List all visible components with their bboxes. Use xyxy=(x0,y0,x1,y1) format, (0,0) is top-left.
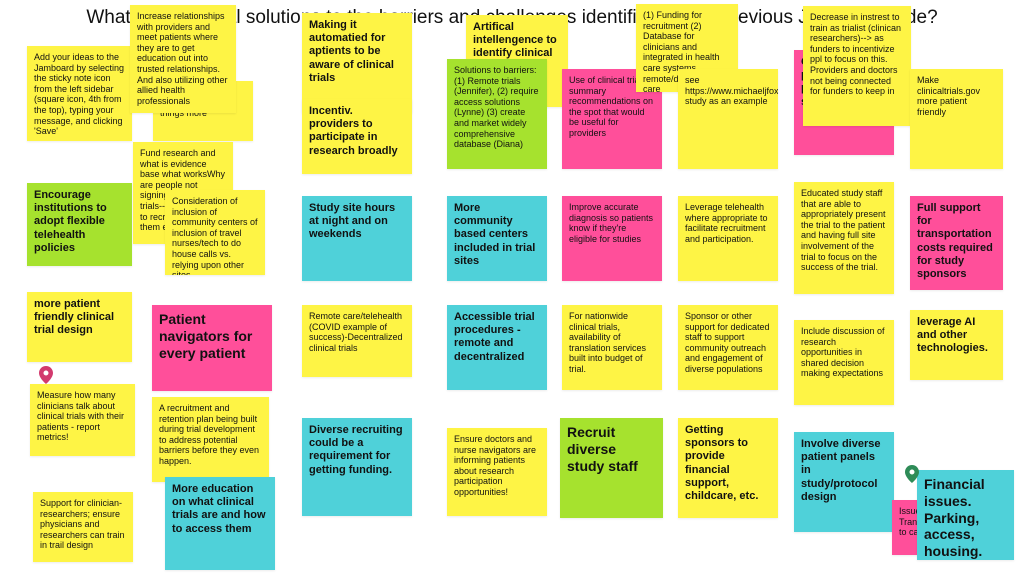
sticky-note[interactable]: Add your ideas to the Jamboard by select… xyxy=(27,46,132,141)
sticky-note[interactable]: Study site hours at night and on weekend… xyxy=(302,196,412,281)
sticky-note[interactable]: More community based centers included in… xyxy=(447,196,547,281)
sticky-note[interactable]: Improve accurate diagnosis so patients k… xyxy=(562,196,662,281)
sticky-note[interactable]: Educated study staff that are able to ap… xyxy=(794,182,894,294)
sticky-note[interactable]: Recruit diverse study staff xyxy=(560,418,663,518)
sticky-note[interactable]: Solutions to barriers: (1) Remote trials… xyxy=(447,59,547,169)
map-pin-icon[interactable] xyxy=(39,368,53,382)
sticky-note[interactable]: Decrease in instrest to train as trialis… xyxy=(803,6,911,126)
sticky-note[interactable]: Full support for transportation costs re… xyxy=(910,196,1003,290)
sticky-note[interactable]: leverage AI and other technologies. xyxy=(910,310,1003,380)
sticky-note[interactable]: More education on what clinical trials a… xyxy=(165,477,275,570)
sticky-note[interactable]: Incentiv. providers to participate in re… xyxy=(302,99,412,174)
sticky-note[interactable]: Involve diverse patient panels in study/… xyxy=(794,432,894,532)
sticky-note[interactable]: Remote care/telehealth (COVID example of… xyxy=(302,305,412,377)
sticky-note[interactable]: Ensure doctors and nurse navigators are … xyxy=(447,428,547,516)
sticky-note[interactable]: see https://www.michaeljfox.org/join-stu… xyxy=(678,69,778,169)
sticky-note[interactable]: For nationwide clinical trials, availabi… xyxy=(562,305,662,390)
sticky-note[interactable]: Make clinicaltrials.gov more patient fri… xyxy=(910,69,1003,169)
sticky-note[interactable]: Sponsor or other support for dedicated s… xyxy=(678,305,778,390)
sticky-note[interactable]: Measure how many clinicians talk about c… xyxy=(30,384,135,456)
sticky-note[interactable]: Patient navigators for every patient xyxy=(152,305,272,391)
sticky-note[interactable]: Consideration of inclusion of community … xyxy=(165,190,265,275)
sticky-note[interactable]: Diverse recruiting could be a requiremen… xyxy=(302,418,412,516)
sticky-note[interactable]: Accessible trial procedures - remote and… xyxy=(447,305,547,390)
sticky-note[interactable]: Include discussion of research opportuni… xyxy=(794,320,894,405)
sticky-note[interactable]: Support for clinician-researchers; ensur… xyxy=(33,492,133,562)
sticky-note[interactable]: A recruitment and retention plan being b… xyxy=(152,397,269,482)
map-pin-icon[interactable] xyxy=(905,467,919,481)
sticky-note[interactable]: more patient friendly clinical trial des… xyxy=(27,292,132,362)
sticky-note[interactable]: Increase relationships with providers an… xyxy=(130,5,236,113)
sticky-note[interactable]: Making it automatied for aptients to be … xyxy=(302,13,412,113)
sticky-note[interactable]: Financial issues. Parking, access, housi… xyxy=(917,470,1014,560)
sticky-note[interactable]: Leverage telehealth where appropriate to… xyxy=(678,196,778,281)
sticky-note[interactable]: Encourage institutions to adopt flexible… xyxy=(27,183,132,266)
jamboard-canvas[interactable]: What are potential solutions to the barr… xyxy=(0,0,1024,574)
sticky-note[interactable]: Getting sponsors to provide financial su… xyxy=(678,418,778,518)
